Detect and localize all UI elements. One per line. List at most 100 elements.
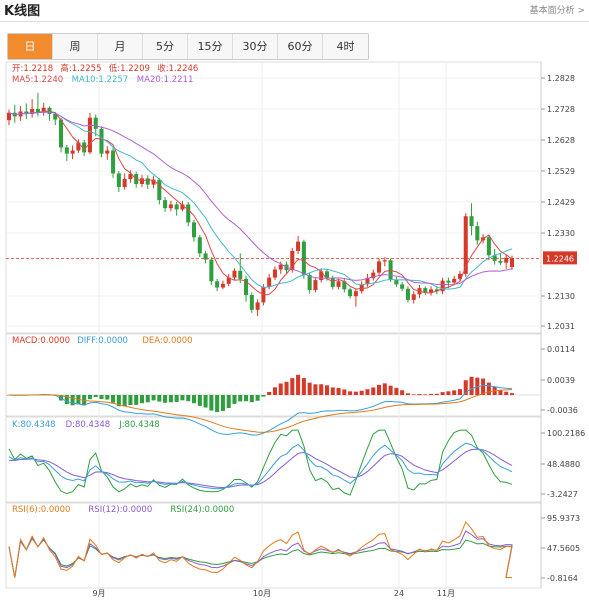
d-line	[8, 448, 513, 489]
macd-bar	[307, 382, 312, 395]
macd-bar	[342, 389, 347, 395]
candle-body	[249, 294, 254, 310]
candle-body	[35, 108, 40, 113]
tab-1[interactable]: 周	[53, 34, 98, 59]
candle-body	[215, 281, 220, 288]
macd-bar	[423, 394, 428, 395]
last-price-tag	[543, 251, 577, 265]
macd-bar	[272, 387, 277, 395]
macd-bar	[429, 393, 434, 395]
tab-7[interactable]: 4时	[323, 34, 368, 59]
macd-tick-label: 0.0039	[547, 376, 575, 385]
macd-bar	[174, 395, 179, 402]
period-tabs: 日周月 5分 15分 30分 60分 4时	[7, 33, 369, 60]
ma-legend: MA10:1.2257	[72, 75, 129, 85]
macd-bar	[284, 381, 289, 395]
rsi12-line	[8, 530, 513, 578]
macd-bar	[457, 389, 462, 395]
macd-bar	[301, 378, 306, 395]
candle-body	[157, 179, 162, 201]
candle-body	[41, 107, 46, 113]
macd-bar	[446, 391, 451, 395]
macd-bar	[353, 391, 358, 395]
tab-0[interactable]: 日	[8, 34, 53, 59]
macd-bar	[99, 395, 104, 400]
tab-3[interactable]: 5分	[143, 34, 188, 59]
candle-body	[486, 237, 491, 256]
macd-bar	[128, 395, 133, 406]
last-price-label: 1.2246	[546, 254, 574, 263]
candle-body	[411, 294, 416, 300]
candle-body	[24, 111, 29, 114]
candle-body	[139, 178, 145, 184]
macd-bar	[122, 395, 127, 407]
candle-body	[220, 283, 225, 288]
macd-tick-label: -0.0036	[547, 406, 578, 415]
macd-bar	[388, 385, 393, 395]
rsi-legend: RSI(6):0.0000	[12, 505, 70, 515]
tab-5[interactable]: 30分	[233, 34, 278, 59]
k-line	[8, 442, 513, 490]
macd-bar	[261, 395, 266, 397]
price-tick-label: 1.2429	[547, 198, 575, 207]
candle-body	[186, 204, 191, 223]
ma5-line	[8, 110, 513, 296]
macd-bar	[197, 395, 202, 406]
macd-bar	[324, 385, 330, 395]
macd-bar	[105, 395, 110, 400]
candle-body	[128, 174, 133, 180]
rsi-tick-label: -0.8164	[547, 574, 578, 583]
fundamental-analysis-link[interactable]: 基本面分析 >	[529, 6, 585, 16]
candle-body	[244, 278, 249, 295]
candle-body	[307, 275, 312, 290]
candle-body	[452, 278, 457, 283]
ma-legend: MA5:1.2240	[12, 75, 63, 85]
macd-bar	[209, 395, 214, 411]
tab-2[interactable]: 月	[98, 34, 143, 59]
candle-body	[226, 277, 231, 284]
macd-bar	[232, 395, 237, 404]
macd-legend: DEA:0.0000	[142, 336, 192, 346]
tab-6[interactable]: 60分	[278, 34, 323, 59]
macd-bar	[336, 387, 341, 395]
x-axis-label: 10月	[253, 589, 271, 598]
candle-body	[53, 113, 58, 120]
macd-bar	[70, 395, 75, 406]
candle-body	[203, 253, 208, 260]
candle-body	[296, 241, 301, 251]
candle-body	[116, 173, 121, 188]
macd-legend: DIFF:0.0000	[77, 336, 128, 346]
tab-4[interactable]: 15分	[188, 34, 233, 59]
candle-body	[348, 289, 353, 297]
macd-bar	[371, 387, 376, 395]
macd-bar	[376, 384, 382, 395]
x-axis-label: 24	[394, 589, 404, 598]
macd-bar	[400, 390, 405, 395]
candle-body	[400, 284, 405, 289]
macd-bar	[498, 389, 503, 395]
rsi-tick-label: 95.9373	[547, 514, 580, 523]
macd-bar	[116, 395, 121, 407]
candle-body	[492, 255, 497, 261]
candle-body	[365, 278, 370, 285]
candle-body	[336, 281, 341, 287]
macd-bar	[267, 391, 272, 395]
macd-bar	[203, 395, 208, 408]
rsi24-line	[8, 537, 513, 578]
ohlc-legend: 低:1.2209	[109, 63, 150, 74]
candle-body	[163, 200, 168, 209]
macd-bar	[365, 389, 370, 395]
candle-body	[330, 278, 335, 287]
candle-body	[342, 281, 347, 290]
candle-body	[145, 178, 150, 185]
candle-body	[423, 288, 428, 293]
macd-bar	[411, 394, 416, 395]
macd-bar	[405, 393, 410, 395]
header-divider	[0, 21, 589, 22]
candle-body	[151, 179, 156, 185]
macd-bar	[330, 387, 335, 395]
ohlc-legend: 开:1.2218	[12, 64, 53, 74]
candle-body	[434, 289, 439, 292]
candle-body	[429, 289, 434, 293]
